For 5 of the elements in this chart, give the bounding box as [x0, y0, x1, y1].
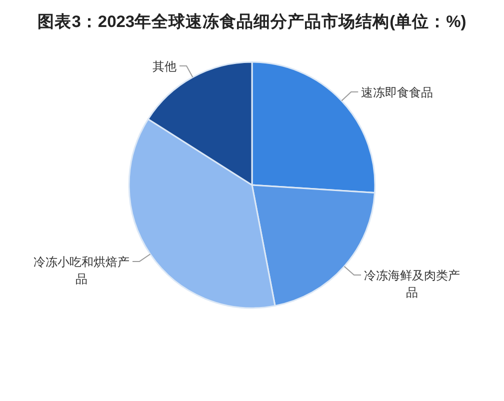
title: 图表3：2023年全球速冻食品细分产品市场结构(单位：%) [38, 13, 466, 31]
slice-label: 冷冻海鲜及肉类产品 [364, 268, 460, 300]
slice-label: 其他 [152, 59, 176, 74]
slice-label: 速冻即食食品 [361, 85, 434, 100]
slice-label: 冷冻小吃和烘焙产品 [34, 255, 130, 286]
